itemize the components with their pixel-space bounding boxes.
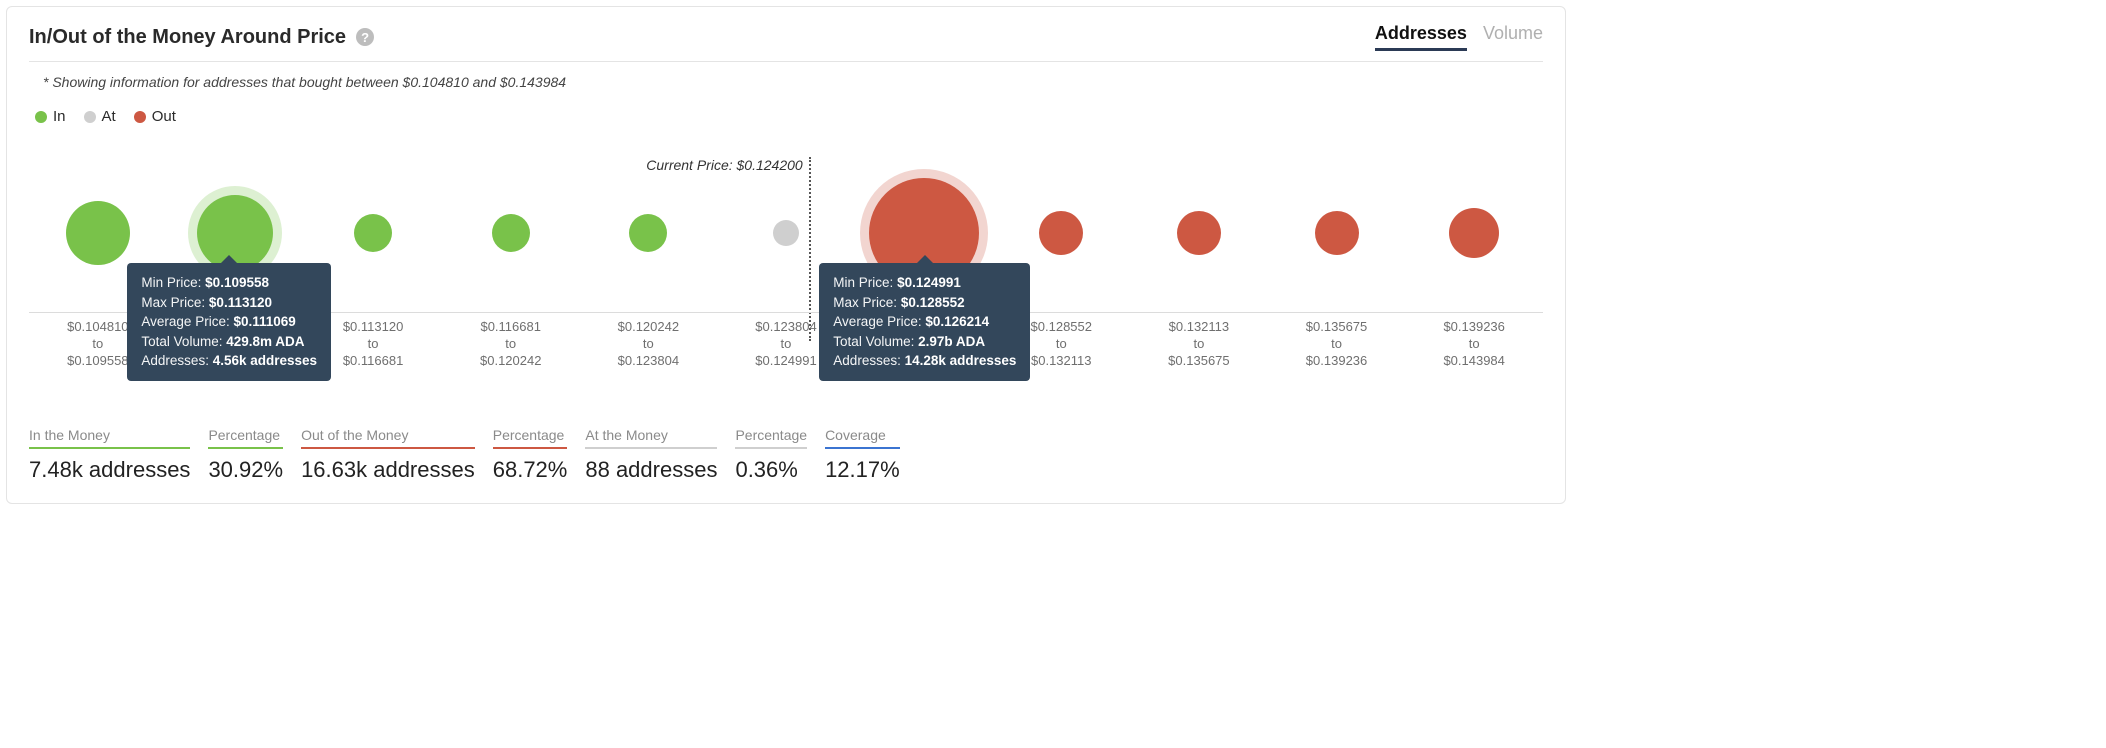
range-note: * Showing information for addresses that…	[43, 74, 1543, 90]
bubble-slot[interactable]	[1405, 153, 1543, 312]
bubble[interactable]	[66, 201, 130, 265]
title-wrap: In/Out of the Money Around Price ?	[29, 26, 374, 49]
bubble[interactable]	[629, 214, 667, 252]
card-header: In/Out of the Money Around Price ? Addre…	[29, 23, 1543, 51]
tooltip: Min Price: $0.109558Max Price: $0.113120…	[127, 263, 331, 381]
bubble-slot[interactable]	[1130, 153, 1268, 312]
x-axis-label: $0.128552to$0.132113	[1031, 319, 1092, 370]
bubble[interactable]	[354, 214, 392, 252]
stat: Percentage 68.72%	[493, 427, 568, 483]
bubble-slot[interactable]	[1268, 153, 1406, 312]
stat: Out of the Money 16.63k addresses	[301, 427, 475, 483]
legend: In At Out	[35, 108, 1543, 125]
view-tabs: Addresses Volume	[1375, 23, 1543, 51]
chart: Current Price: $0.124200 $0.104810to$0.1…	[29, 153, 1543, 379]
stat-value: 68.72%	[493, 457, 568, 483]
legend-out-label: Out	[152, 108, 176, 125]
legend-at: At	[84, 108, 116, 125]
bubble-slot[interactable]	[580, 153, 718, 312]
bubble[interactable]	[773, 220, 799, 246]
iomap-card: In/Out of the Money Around Price ? Addre…	[6, 6, 1566, 504]
card-title: In/Out of the Money Around Price	[29, 26, 346, 49]
legend-in-label: In	[53, 108, 66, 125]
tooltip: Min Price: $0.124991Max Price: $0.128552…	[819, 263, 1030, 381]
stat: Percentage 30.92%	[208, 427, 283, 483]
help-icon[interactable]: ?	[356, 28, 374, 46]
divider	[29, 61, 1543, 62]
stat-label: Out of the Money	[301, 427, 475, 449]
stat-label: Coverage	[825, 427, 900, 449]
stat-value: 30.92%	[208, 457, 283, 483]
bubble[interactable]	[492, 214, 530, 252]
legend-at-label: At	[102, 108, 116, 125]
stat-value: 0.36%	[735, 457, 807, 483]
stat-label: Percentage	[735, 427, 807, 449]
stat-label: Percentage	[208, 427, 283, 449]
stat-value: 12.17%	[825, 457, 900, 483]
tab-volume[interactable]: Volume	[1483, 23, 1543, 51]
tab-addresses[interactable]: Addresses	[1375, 23, 1467, 51]
x-axis-label: $0.132113to$0.135675	[1168, 319, 1229, 370]
x-axis-label: $0.123804to$0.124991	[755, 319, 816, 370]
legend-out-dot	[134, 111, 146, 123]
x-axis-label: $0.135675to$0.139236	[1306, 319, 1367, 370]
stat-value: 7.48k addresses	[29, 457, 190, 483]
stat: In the Money 7.48k addresses	[29, 427, 190, 483]
x-axis-label: $0.113120to$0.116681	[343, 319, 404, 370]
stat: Coverage 12.17%	[825, 427, 900, 483]
summary-stats: In the Money 7.48k addresses Percentage 30.…	[29, 427, 1543, 483]
stat: At the Money 88 addresses	[585, 427, 717, 483]
bubble[interactable]	[1177, 211, 1221, 255]
x-axis-label: $0.120242to$0.123804	[618, 319, 679, 370]
stat-label: Percentage	[493, 427, 568, 449]
x-axis-label: $0.104810to$0.109558	[67, 319, 128, 370]
stat-value: 16.63k addresses	[301, 457, 475, 483]
bubble-slot[interactable]	[442, 153, 580, 312]
legend-in: In	[35, 108, 66, 125]
stat-label: At the Money	[585, 427, 717, 449]
x-axis-label: $0.116681to$0.120242	[480, 319, 541, 370]
bubble[interactable]	[1039, 211, 1083, 255]
stat: Percentage 0.36%	[735, 427, 807, 483]
x-axis-label: $0.139236to$0.143984	[1443, 319, 1504, 370]
legend-in-dot	[35, 111, 47, 123]
stat-label: In the Money	[29, 427, 190, 449]
stat-value: 88 addresses	[585, 457, 717, 483]
bubble[interactable]	[1315, 211, 1359, 255]
legend-out: Out	[134, 108, 176, 125]
legend-at-dot	[84, 111, 96, 123]
bubble[interactable]	[1449, 208, 1499, 258]
